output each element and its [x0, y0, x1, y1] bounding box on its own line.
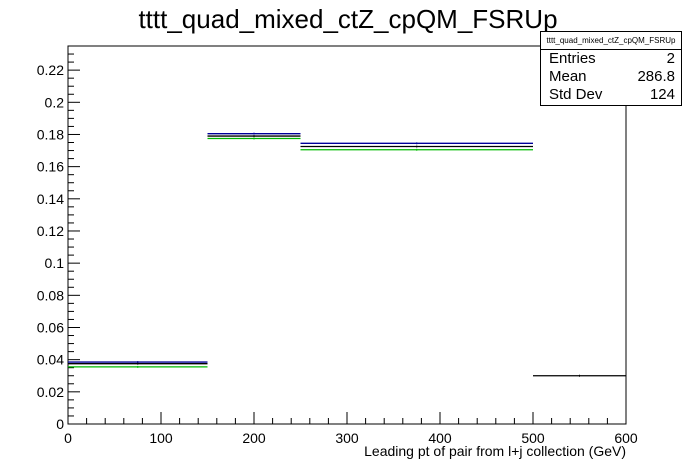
- x-axis: 0 100 200 300 400 500 600: [64, 412, 638, 446]
- stats-entries-value: 2: [666, 50, 675, 67]
- stats-stddev-label: Std Dev: [549, 86, 603, 103]
- stats-row-entries: Entries 2: [541, 50, 681, 68]
- x-tick-label: 100: [149, 430, 173, 446]
- x-tick-label: 600: [614, 430, 638, 446]
- stats-row-stddev: Std Dev 124: [541, 86, 681, 104]
- x-tick-label: 500: [521, 430, 545, 446]
- y-tick-label: 0.1: [45, 255, 65, 271]
- stats-stddev-value: 124: [649, 86, 675, 103]
- y-tick-label: 0.2: [45, 94, 65, 110]
- stats-mean-label: Mean: [549, 68, 587, 85]
- y-tick-label: 0.02: [37, 384, 64, 400]
- stats-box-name: tttt_quad_mixed_ctZ_cpQM_FSRUp: [541, 32, 681, 50]
- x-tick-label: 300: [335, 430, 359, 446]
- y-tick-label: 0.22: [37, 62, 64, 78]
- histogram-series: [68, 132, 626, 377]
- y-tick-label: 0.06: [37, 319, 64, 335]
- y-tick-label: 0.12: [37, 223, 64, 239]
- x-tick-label: 400: [428, 430, 452, 446]
- stats-box: tttt_quad_mixed_ctZ_cpQM_FSRUp Entries 2…: [540, 31, 682, 106]
- x-axis-label: Leading pt of pair from l+j collection (…: [364, 443, 626, 459]
- stats-row-mean: Mean 286.8: [541, 68, 681, 86]
- y-tick-label: 0.14: [37, 191, 64, 207]
- y-tick-label: 0.18: [37, 126, 64, 142]
- x-tick-label: 200: [242, 430, 266, 446]
- y-tick-label: 0.08: [37, 287, 64, 303]
- y-tick-label: 0.04: [37, 352, 64, 368]
- y-axis: 0 0.02 0.04 0.06 0.08 0.1 0.12 0.14 0.16 0.18 0.2 0…: [37, 45, 80, 432]
- x-tick-label: 0: [64, 430, 72, 446]
- stats-entries-label: Entries: [549, 50, 596, 67]
- chart-title: tttt_quad_mixed_ctZ_cpQM_FSRUp: [138, 4, 558, 34]
- y-tick-label: 0.16: [37, 159, 64, 175]
- stats-mean-value: 286.8: [637, 68, 675, 85]
- y-tick-label: 0: [56, 416, 64, 432]
